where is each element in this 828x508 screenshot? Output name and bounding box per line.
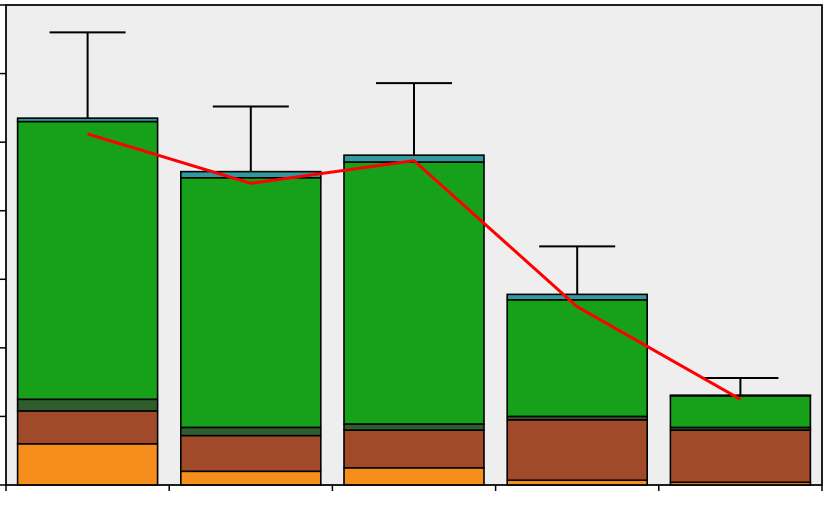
- bar-segment-green: [18, 122, 158, 400]
- bar-segment-green: [181, 178, 321, 428]
- bar-segment-brown: [670, 430, 810, 482]
- bar-segment-green: [670, 396, 810, 428]
- bar-segment-dkgreen: [344, 424, 484, 430]
- bar-segment-teal: [18, 118, 158, 121]
- bar-segment-brown: [507, 420, 647, 480]
- bar-segment-orange: [181, 471, 321, 485]
- bar-segment-teal: [670, 395, 810, 396]
- bar-segment-dkgreen: [181, 427, 321, 435]
- bar-segment-teal: [507, 294, 647, 299]
- chart: [0, 0, 828, 508]
- bar-segment-green: [344, 162, 484, 424]
- bar-segment-orange: [18, 444, 158, 485]
- bar-segment-brown: [18, 411, 158, 444]
- bar-segment-orange: [344, 468, 484, 485]
- bar-segment-green: [507, 300, 647, 417]
- bar-segment-brown: [181, 436, 321, 472]
- bar-segment-dkgreen: [18, 399, 158, 411]
- bar-segment-brown: [344, 430, 484, 468]
